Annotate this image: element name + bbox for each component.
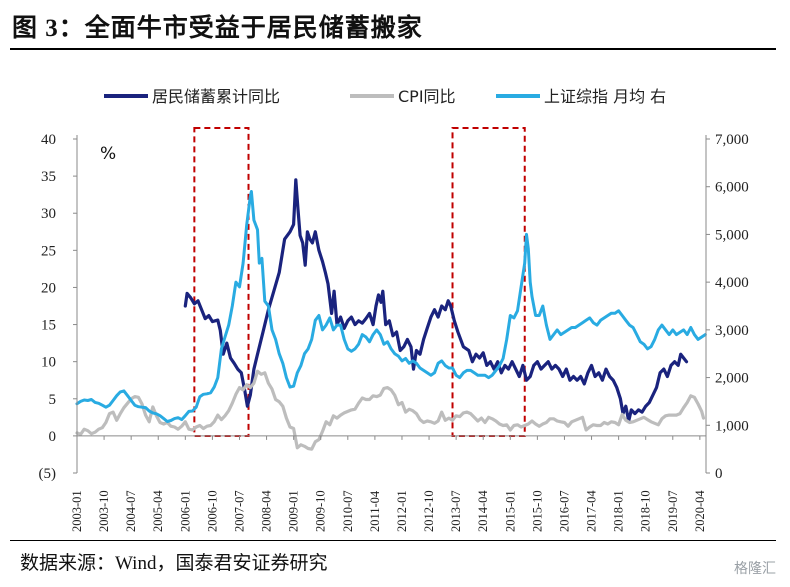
x-tick-label: 2013-07 xyxy=(449,490,463,532)
y-right-tick-label: 3,000 xyxy=(715,323,749,339)
y-left-tick-label: 15 xyxy=(41,318,56,334)
x-tick-label: 2019-07 xyxy=(666,490,680,532)
y-left-tick-label: 10 xyxy=(41,355,56,371)
y-right-tick-label: 7,000 xyxy=(715,132,749,148)
source-rule xyxy=(10,540,776,541)
x-tick-label: 2003-10 xyxy=(97,490,111,532)
x-tick-label: 2015-01 xyxy=(503,490,517,532)
y-left-tick-label: 35 xyxy=(41,169,56,185)
x-tick-label: 2015-10 xyxy=(530,490,544,532)
x-tick-label: 2006-10 xyxy=(205,490,219,532)
x-tick-label: 2012-01 xyxy=(395,490,409,532)
y-left-tick-label: 30 xyxy=(41,206,56,222)
y-left-tick-label: 5 xyxy=(49,392,57,408)
y-right-tick-label: 4,000 xyxy=(715,275,749,291)
highlight-box xyxy=(451,127,526,437)
x-tick-label: 2007-07 xyxy=(232,490,246,532)
x-tick-label: 2010-07 xyxy=(341,490,355,532)
unit-label: % xyxy=(100,144,116,164)
y-left-tick-label: 0 xyxy=(49,429,57,445)
y-left-tick-label: 40 xyxy=(41,132,56,148)
x-tick-label: 2016-07 xyxy=(557,490,571,532)
y-right-tick-label: 6,000 xyxy=(715,180,749,196)
x-tick-label: 2003-01 xyxy=(70,490,84,532)
x-tick-label: 2006-01 xyxy=(178,490,192,532)
x-tick-label: 2009-01 xyxy=(287,490,301,532)
axes: 40 35 30 25 20 15 10 5 0 (5) 7,000 6,000 5,000 4,000 3… xyxy=(39,132,749,532)
x-tick-label: 2008-04 xyxy=(260,490,274,532)
legend: 居民储蓄累计同比 CPI同比 上证综指 月均 右 xyxy=(104,87,666,106)
series-line-index xyxy=(75,190,707,423)
x-tick-label: 2017-04 xyxy=(585,490,599,532)
y-left-tick-label: 20 xyxy=(41,280,56,296)
watermark: 格隆汇 xyxy=(734,561,776,577)
highlight-boxes xyxy=(193,127,526,437)
series-lines xyxy=(75,178,707,451)
x-tick-label: 2004-07 xyxy=(124,490,138,532)
x-tick-label: 2020-04 xyxy=(693,490,707,532)
x-tick-label: 2018-10 xyxy=(639,490,653,532)
legend-label: 上证综指 月均 右 xyxy=(544,87,666,106)
page-title: 图 3：全面牛市受益于居民储蓄搬家 xyxy=(12,15,423,42)
x-tick-label: 2014-04 xyxy=(476,490,490,532)
y-left-tick-label: 25 xyxy=(41,243,56,259)
source-note: 数据来源：Wind，国泰君安证券研究 xyxy=(20,553,328,574)
y-right-tick-label: 2,000 xyxy=(715,371,749,387)
x-tick-label: 2012-10 xyxy=(422,490,436,532)
x-tick-label: 2009-10 xyxy=(314,490,328,532)
legend-label: 居民储蓄累计同比 xyxy=(152,87,280,106)
series-line-savings xyxy=(183,178,689,423)
legend-label: CPI同比 xyxy=(398,87,456,106)
highlight-box xyxy=(193,127,250,437)
y-right-tick-label: 1,000 xyxy=(715,418,749,434)
x-tick-label: 2011-04 xyxy=(368,490,382,532)
x-tick-label: 2005-04 xyxy=(151,490,165,532)
series-line-cpi xyxy=(75,369,706,451)
y-left-tick-label: (5) xyxy=(39,466,57,482)
y-right-tick-label: 0 xyxy=(715,466,723,482)
title-rule xyxy=(10,48,776,50)
x-tick-label: 2018-01 xyxy=(612,490,626,532)
y-right-tick-label: 5,000 xyxy=(715,227,749,243)
